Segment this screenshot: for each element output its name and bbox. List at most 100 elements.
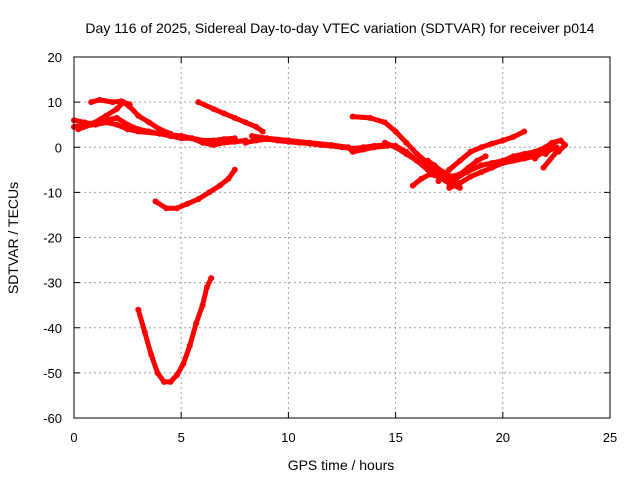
data-point: [542, 151, 549, 157]
data-point: [88, 99, 95, 106]
data-point: [210, 105, 217, 112]
data-point: [465, 164, 472, 171]
data-point: [403, 139, 410, 146]
data-point: [231, 138, 238, 145]
data-point: [249, 133, 255, 139]
data-point: [113, 105, 120, 112]
data-point: [285, 137, 292, 144]
data-point: [555, 146, 562, 153]
data-point: [414, 151, 420, 157]
data-point: [446, 184, 453, 191]
data-point: [349, 148, 356, 155]
series-sat-i: [249, 133, 390, 155]
series-sat-p: [424, 153, 489, 180]
data-point: [126, 101, 133, 108]
data-point: [113, 114, 120, 121]
axis-ticks: 0 5 10 15 20 25 -60 -50 -40 -30 -20 -10 0 10 20: [43, 50, 617, 445]
x-tick-label: 20: [496, 430, 510, 445]
x-tick-label: 15: [388, 430, 402, 445]
data-point: [113, 121, 120, 128]
data-point: [221, 110, 228, 117]
series-line: [195, 99, 266, 134]
series-sat-g: [135, 275, 215, 385]
data-point: [478, 169, 485, 176]
series-sat-m: [435, 128, 528, 185]
data-point: [489, 164, 496, 171]
series-line: [135, 275, 214, 385]
data-point: [221, 139, 228, 146]
data-point: [499, 137, 506, 144]
data-point: [242, 119, 249, 126]
y-axis-label: SDTVAR / TECUs: [5, 182, 21, 294]
x-tick-label: 0: [70, 430, 77, 445]
data-point: [409, 182, 416, 189]
data-series: [71, 96, 568, 385]
data-point: [264, 135, 270, 142]
data-point: [467, 173, 474, 180]
data-point: [467, 148, 474, 155]
data-point: [456, 157, 463, 164]
y-tick-label: 20: [48, 50, 62, 65]
data-point: [199, 139, 206, 146]
x-tick-label: 10: [281, 430, 295, 445]
data-point: [306, 139, 313, 146]
data-point: [414, 157, 420, 164]
data-point: [135, 306, 142, 313]
data-point: [103, 112, 110, 119]
data-point: [328, 142, 335, 148]
series-sat-d: [75, 99, 133, 133]
data-point: [161, 378, 167, 385]
data-point: [253, 123, 260, 130]
data-point: [510, 133, 517, 140]
series-sat-e: [195, 99, 266, 135]
data-point: [203, 284, 210, 291]
data-point: [521, 151, 528, 157]
grid: [74, 57, 610, 418]
data-point: [124, 126, 131, 133]
data-point: [75, 126, 82, 133]
data-point: [199, 302, 206, 309]
series-sat-q: [532, 144, 562, 171]
data-point: [210, 137, 217, 144]
data-point: [210, 142, 217, 148]
data-point: [208, 275, 215, 282]
data-point: [482, 153, 489, 160]
data-point: [103, 119, 110, 126]
y-tick-label: 0: [55, 140, 62, 155]
data-point: [532, 148, 538, 155]
data-point: [435, 178, 442, 185]
data-point: [381, 139, 388, 146]
data-point: [478, 162, 485, 169]
series-sat-l: [409, 171, 463, 191]
data-point: [478, 144, 485, 151]
data-point: [120, 99, 127, 106]
data-point: [152, 198, 159, 205]
data-point: [549, 139, 556, 146]
data-point: [418, 175, 425, 182]
data-point: [206, 189, 213, 196]
data-point: [371, 144, 378, 151]
data-point: [366, 114, 373, 121]
data-point: [184, 200, 191, 207]
series-sat-f: [152, 166, 238, 212]
data-point: [521, 128, 528, 135]
data-point: [259, 128, 266, 135]
data-point: [448, 173, 455, 180]
data-point: [109, 99, 116, 106]
data-point: [188, 135, 195, 142]
data-point: [173, 205, 180, 212]
data-point: [141, 329, 148, 336]
x-tick-label: 25: [603, 430, 617, 445]
data-point: [148, 351, 155, 358]
data-point: [540, 164, 547, 171]
data-point: [135, 128, 142, 135]
y-tick-label: -20: [43, 231, 62, 246]
data-point: [167, 130, 174, 137]
data-point: [180, 360, 187, 367]
data-point: [424, 157, 431, 164]
data-point: [156, 126, 163, 133]
data-point: [216, 182, 223, 189]
y-tick-label: -10: [43, 185, 62, 200]
data-point: [499, 157, 506, 164]
x-tick-label: 5: [178, 430, 185, 445]
